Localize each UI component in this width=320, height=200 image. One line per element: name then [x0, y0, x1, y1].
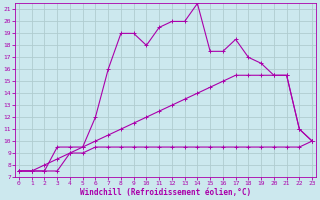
X-axis label: Windchill (Refroidissement éolien,°C): Windchill (Refroidissement éolien,°C)	[80, 188, 251, 197]
